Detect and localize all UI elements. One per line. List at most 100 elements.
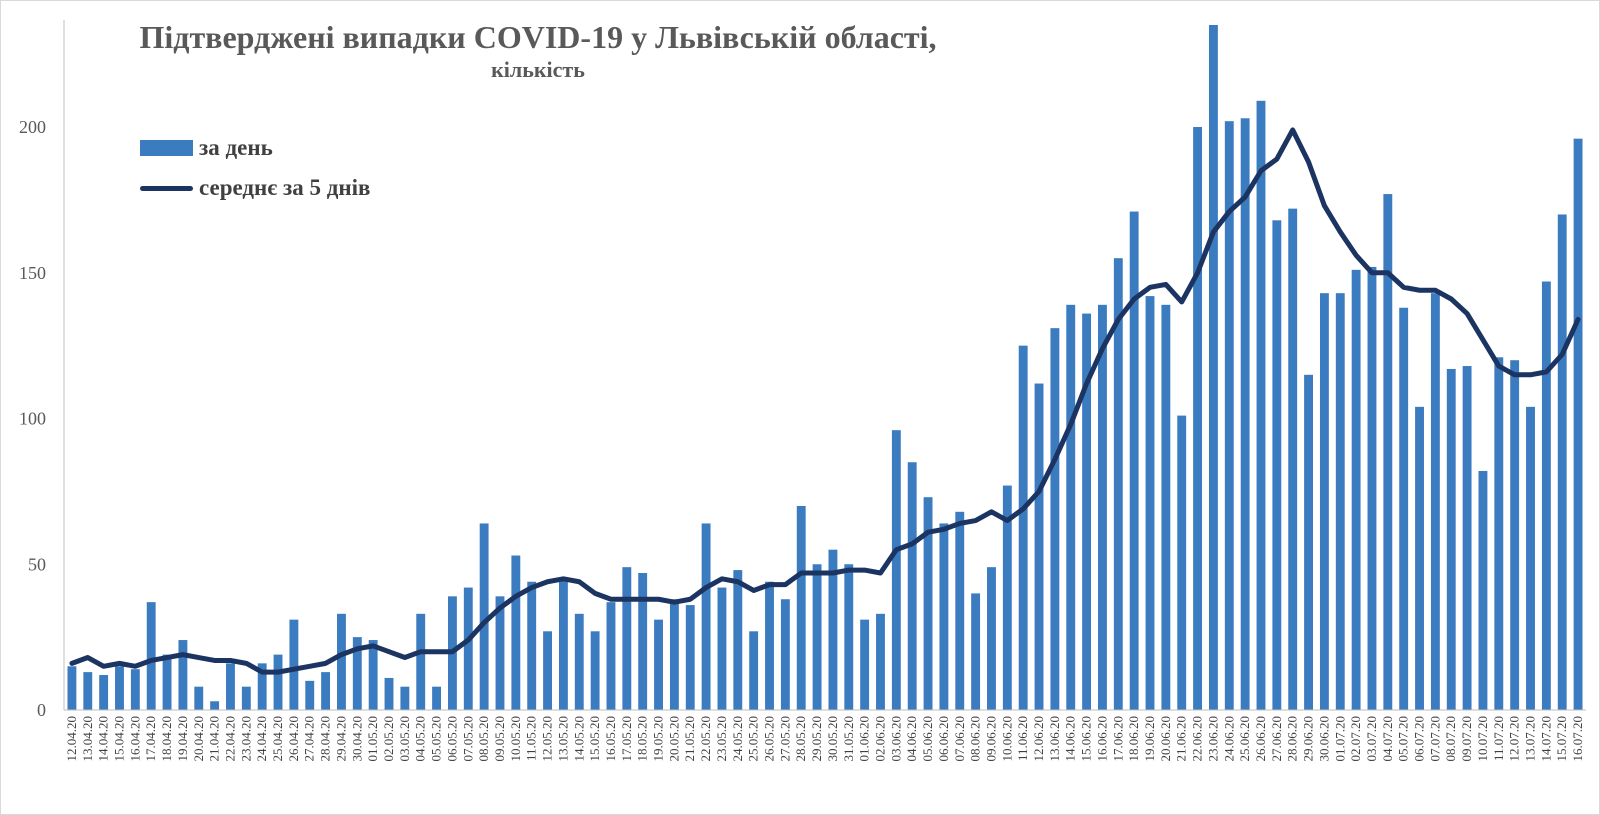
bar-daily-01.06.20 bbox=[860, 619, 870, 710]
x-tick-label: 26.05.20 bbox=[762, 716, 777, 762]
y-tick-label: 50 bbox=[28, 554, 46, 574]
bar-daily-06.06.20 bbox=[939, 523, 949, 710]
x-tick-label: 12.05.20 bbox=[540, 716, 555, 762]
bar-daily-17.06.20 bbox=[1113, 258, 1123, 710]
x-tick-label: 24.05.20 bbox=[730, 716, 745, 762]
x-tick-label: 28.05.20 bbox=[793, 716, 808, 762]
x-tick-label: 15.05.20 bbox=[587, 716, 602, 762]
bar-daily-27.04.20 bbox=[305, 680, 315, 710]
x-tick-label: 01.06.20 bbox=[857, 716, 872, 762]
bar-daily-13.04.20 bbox=[83, 672, 93, 710]
x-tick-label: 24.06.20 bbox=[1221, 716, 1236, 762]
bar-daily-07.05.20 bbox=[463, 587, 473, 710]
x-tick-label: 23.04.20 bbox=[238, 716, 253, 762]
x-tick-label: 10.07.20 bbox=[1475, 716, 1490, 762]
bar-daily-23.04.20 bbox=[241, 686, 251, 710]
x-tick-label: 21.06.20 bbox=[1174, 716, 1189, 762]
bar-daily-09.05.20 bbox=[495, 596, 505, 710]
x-tick-label: 08.05.20 bbox=[476, 716, 491, 762]
bar-daily-15.04.20 bbox=[115, 666, 124, 710]
bar-daily-05.05.20 bbox=[432, 686, 442, 710]
x-tick-label: 29.05.20 bbox=[809, 716, 824, 762]
bar-daily-02.05.20 bbox=[384, 677, 394, 710]
legend-item-daily: за день bbox=[140, 128, 370, 168]
x-tick-label: 19.06.20 bbox=[1142, 716, 1157, 762]
x-tick-label: 14.06.20 bbox=[1063, 716, 1078, 762]
x-tick-label: 09.07.20 bbox=[1459, 716, 1474, 762]
x-tick-label: 26.06.20 bbox=[1253, 716, 1268, 762]
bar-daily-23.06.20 bbox=[1208, 25, 1218, 710]
bar-daily-26.05.20 bbox=[765, 581, 774, 710]
x-tick-label: 13.07.20 bbox=[1523, 716, 1538, 762]
bar-daily-18.04.20 bbox=[162, 654, 172, 710]
x-tick-label: 13.06.20 bbox=[1047, 716, 1062, 762]
x-tick-label: 22.05.20 bbox=[698, 716, 713, 762]
x-tick-label: 18.04.20 bbox=[159, 716, 174, 762]
bar-daily-26.06.20 bbox=[1256, 100, 1266, 711]
line-5day-average bbox=[69, 127, 1581, 675]
bar-daily-11.07.20 bbox=[1494, 357, 1504, 710]
x-tick-label: 03.07.20 bbox=[1364, 716, 1379, 762]
x-tick-label: 07.07.20 bbox=[1427, 716, 1442, 762]
bar-daily-06.07.20 bbox=[1415, 406, 1424, 710]
x-tick-label: 09.06.20 bbox=[983, 716, 998, 762]
x-tick-label: 29.06.20 bbox=[1301, 716, 1316, 762]
bar-daily-07.06.20 bbox=[955, 511, 965, 710]
legend-label-daily: за день bbox=[199, 135, 273, 160]
bar-daily-09.07.20 bbox=[1462, 366, 1472, 710]
x-tick-label: 02.06.20 bbox=[872, 716, 887, 762]
bar-daily-24.06.20 bbox=[1224, 121, 1234, 710]
bar-daily-18.06.20 bbox=[1129, 211, 1139, 711]
y-tick-label: 100 bbox=[19, 409, 46, 429]
x-tick-label: 04.05.20 bbox=[413, 716, 428, 762]
x-tick-label: 13.04.20 bbox=[80, 716, 95, 762]
x-tick-label: 23.05.20 bbox=[714, 716, 729, 762]
x-tick-label: 04.06.20 bbox=[904, 716, 919, 762]
chart-title: Підтверджені випадки COVID-19 у Львівськ… bbox=[139, 19, 937, 55]
x-tick-label: 22.04.20 bbox=[222, 716, 237, 762]
bar-daily-21.05.20 bbox=[685, 605, 695, 710]
bar-daily-03.07.20 bbox=[1367, 266, 1377, 710]
bar-daily-17.04.20 bbox=[146, 602, 156, 710]
x-tick-label: 14.04.20 bbox=[96, 716, 111, 762]
bar-daily-27.05.20 bbox=[780, 599, 790, 710]
x-tick-label: 07.05.20 bbox=[460, 716, 475, 762]
bar-daily-16.04.20 bbox=[130, 669, 140, 710]
bar-daily-04.07.20 bbox=[1383, 194, 1393, 710]
x-tick-label: 25.04.20 bbox=[270, 716, 285, 762]
x-tick-label: 15.07.20 bbox=[1554, 716, 1569, 762]
x-tick-label: 12.04.20 bbox=[64, 716, 79, 762]
x-tick-label: 02.07.20 bbox=[1348, 716, 1363, 762]
bar-daily-07.07.20 bbox=[1430, 293, 1440, 710]
x-tick-label: 21.04.20 bbox=[207, 716, 222, 762]
legend-swatch-average bbox=[140, 185, 193, 191]
bar-daily-28.05.20 bbox=[796, 505, 806, 710]
bar-daily-01.05.20 bbox=[368, 640, 378, 710]
x-tick-label: 09.05.20 bbox=[492, 716, 507, 762]
x-tick-label: 10.06.20 bbox=[999, 716, 1014, 762]
bar-daily-19.06.20 bbox=[1145, 296, 1155, 710]
x-tick-label: 11.06.20 bbox=[1015, 716, 1030, 761]
x-tick-label: 08.06.20 bbox=[968, 716, 983, 762]
x-tick-label: 20.04.20 bbox=[191, 716, 206, 762]
bar-daily-29.04.20 bbox=[337, 613, 346, 710]
bar-daily-17.05.20 bbox=[622, 567, 632, 710]
x-tick-label: 05.05.20 bbox=[429, 716, 444, 762]
x-tick-label: 19.04.20 bbox=[175, 716, 190, 762]
bar-daily-13.06.20 bbox=[1050, 328, 1060, 710]
x-tick-label: 17.05.20 bbox=[619, 716, 634, 762]
x-tick-label: 28.04.20 bbox=[318, 716, 333, 762]
x-tick-label: 18.06.20 bbox=[1126, 716, 1141, 762]
bar-daily-30.04.20 bbox=[352, 637, 362, 710]
bar-daily-10.05.20 bbox=[511, 555, 521, 710]
x-tick-label: 13.05.20 bbox=[555, 716, 570, 762]
bar-daily-28.06.20 bbox=[1288, 208, 1298, 710]
bar-daily-21.06.20 bbox=[1177, 415, 1187, 710]
bar-daily-20.05.20 bbox=[669, 599, 679, 710]
x-tick-label: 03.06.20 bbox=[888, 716, 903, 762]
bar-daily-29.05.20 bbox=[812, 564, 822, 710]
bar-daily-05.07.20 bbox=[1399, 307, 1409, 710]
bar-daily-11.06.20 bbox=[1018, 345, 1028, 710]
x-tick-label: 27.06.20 bbox=[1269, 716, 1284, 762]
x-tick-label: 01.07.20 bbox=[1332, 716, 1347, 762]
